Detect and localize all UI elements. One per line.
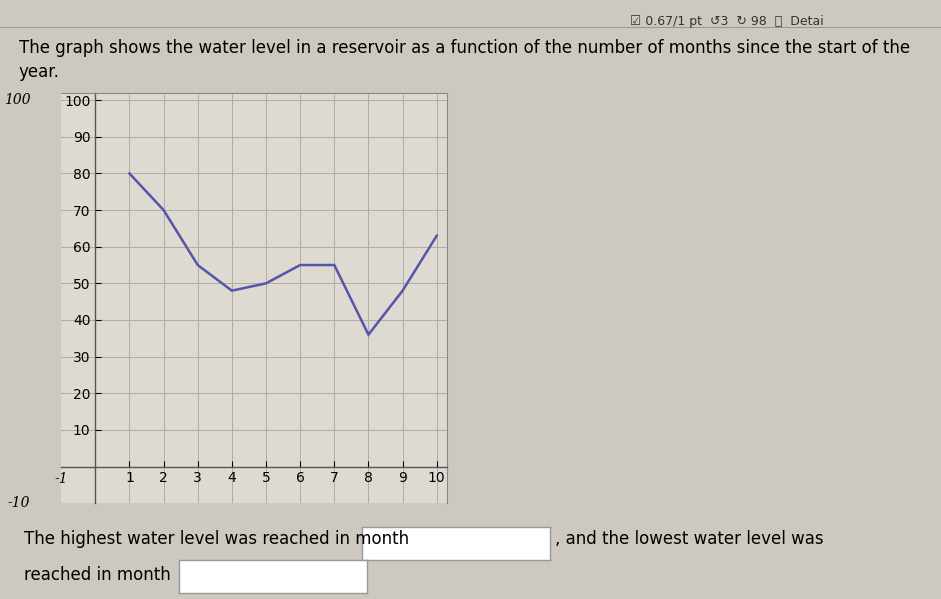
Text: The highest water level was reached in month: The highest water level was reached in m…	[24, 530, 408, 548]
Text: , and the lowest water level was: , and the lowest water level was	[555, 530, 823, 548]
Text: year.: year.	[19, 63, 59, 81]
Text: 100: 100	[4, 93, 30, 107]
Text: -1: -1	[55, 472, 68, 486]
Text: The graph shows the water level in a reservoir as a function of the number of mo: The graph shows the water level in a res…	[19, 39, 910, 57]
Text: -10: -10	[8, 496, 30, 510]
Text: ☑ 0.67/1 pt  ↺3  ↻ 98  ⓘ  Detai: ☑ 0.67/1 pt ↺3 ↻ 98 ⓘ Detai	[630, 15, 824, 28]
Text: reached in month: reached in month	[24, 566, 170, 584]
